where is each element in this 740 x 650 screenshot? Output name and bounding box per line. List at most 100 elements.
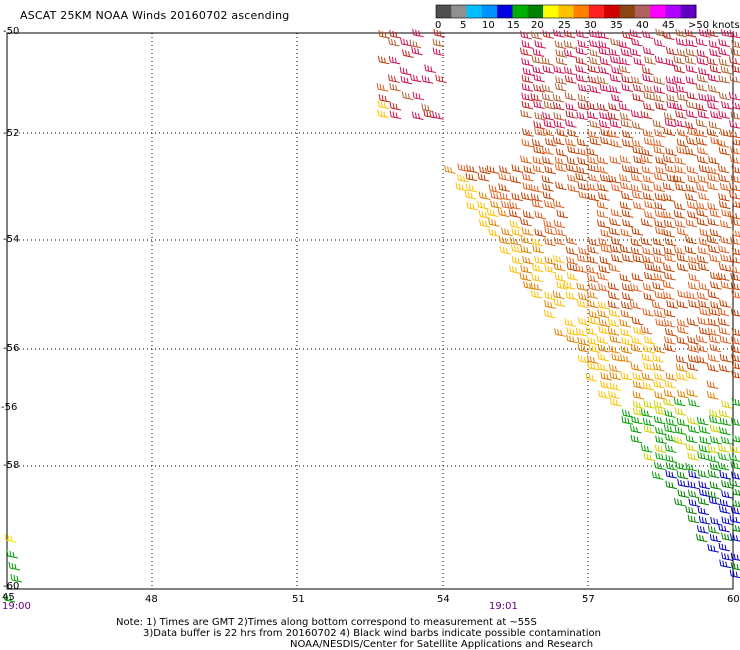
wind-barb [686,91,699,101]
wind-barb [698,29,711,38]
wind-barb [642,255,654,264]
wind-barb [685,38,698,48]
legend-label: >50 knots [688,20,740,31]
wind-barb [586,265,598,274]
wind-barb [629,424,642,434]
wind-barb [718,244,730,254]
wind-barb [629,47,642,57]
wind-barb [729,190,740,200]
wind-barb [721,490,733,499]
wind-barb [587,163,600,173]
legend-label: 45 [662,20,675,31]
wind-barb [729,514,740,524]
wind-barb [664,433,677,443]
wind-barb [707,244,720,254]
wind-barb [688,262,700,272]
wind-barb [479,165,491,175]
wind-barb [729,29,740,39]
wind-barb [644,271,656,281]
wind-barb [698,444,711,453]
wind-barb [654,391,666,400]
wind-barb [533,73,545,83]
wind-barb [567,145,579,155]
wind-barb [718,173,730,183]
wind-barb [577,101,590,111]
wind-barb [596,165,609,174]
wind-barb [695,37,708,47]
wind-barb [587,129,600,139]
wind-barb [457,173,469,183]
wind-barb [676,417,689,427]
wind-barb [652,237,665,247]
wind-barb [652,264,665,273]
legend-label: 35 [610,20,623,31]
wind-barb [608,226,621,236]
wind-barb [631,121,644,130]
wind-barb [588,282,600,292]
wind-barb [541,146,554,155]
wind-barb [378,93,391,103]
wind-barb [599,83,612,93]
wind-barb [662,280,675,290]
wind-barb [553,236,566,246]
wind-barb [632,93,644,102]
wind-barb [710,110,722,120]
wind-barb [685,48,698,57]
wind-barb [553,262,566,272]
wind-barb [643,452,656,462]
wind-barb [387,74,400,83]
wind-barb [640,154,653,164]
wind-barb [665,417,678,427]
wind-barb [697,174,710,184]
wind-barb [532,156,545,165]
wind-barb [730,48,740,57]
wind-barb [674,407,687,416]
wind-barb [644,210,656,219]
wind-barb [664,379,676,389]
wind-barb [633,326,645,336]
wind-barb [675,110,687,119]
wind-barb [698,282,711,291]
wind-barb [696,49,709,58]
lon-label: 60 [727,594,740,605]
wind-barb [556,209,568,219]
wind-barb [720,280,733,290]
wind-barb [731,524,740,533]
wind-barb [577,93,590,103]
wind-barb [530,93,543,102]
wind-barb [664,253,676,263]
wind-barb [532,48,545,57]
legend-swatch [543,5,559,18]
wind-barb [577,343,590,353]
wind-barb [619,155,632,164]
wind-barb [611,183,623,193]
wind-barb [643,362,655,371]
wind-barb [709,64,722,74]
footnote-line-1: Note: 1) Times are GMT 2)Times along bot… [116,617,537,628]
lon-label: 51 [292,594,305,605]
wind-barb [720,235,732,245]
wind-barb [619,201,632,210]
wind-barb [629,300,642,310]
wind-barb [655,452,667,461]
wind-barb [642,30,654,40]
wind-barb [609,382,622,391]
wind-barb [501,227,513,237]
wind-barb [596,155,609,165]
wind-barb [709,462,722,472]
wind-barb [618,40,631,49]
wind-barb [553,298,566,308]
wind-barb [730,272,740,282]
wind-barb [730,506,740,515]
wind-barb [642,174,655,184]
wind-barb [673,102,686,112]
wind-barb [653,415,666,425]
wind-barb [523,281,535,290]
wind-barb [666,84,678,93]
wind-barb [642,308,654,317]
wind-barb [588,344,601,353]
wind-barb [666,93,678,103]
wind-barb [631,415,643,425]
wind-barb [631,227,644,236]
wind-barb [565,163,578,173]
